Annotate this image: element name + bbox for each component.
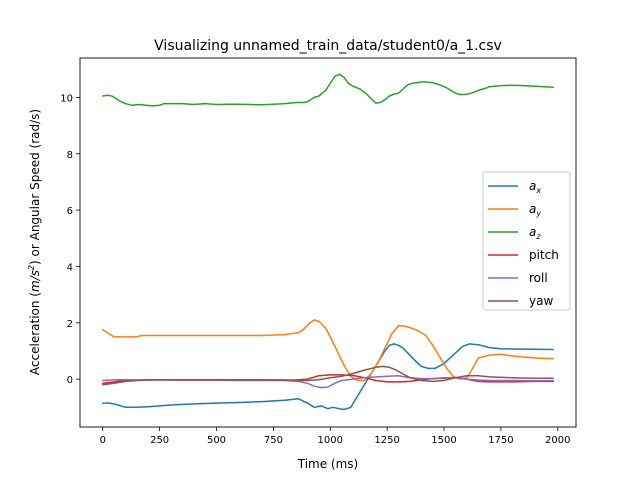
series-line-yaw — [102, 365, 554, 386]
x-tick-label: 1750 — [488, 435, 513, 446]
y-axis-label: Acceleration (m/s2) or Angular Speed (ra… — [27, 109, 42, 375]
legend-item-roll: roll — [488, 271, 548, 285]
legend-label: az — [529, 225, 541, 241]
y-tick-label: 4 — [67, 262, 73, 273]
x-tick-label: 1000 — [318, 435, 343, 446]
x-tick-label: 1500 — [431, 435, 456, 446]
legend-item-yaw: yaw — [488, 294, 553, 308]
y-axis: 0 2 4 6 8 10 — [60, 93, 80, 386]
x-tick-label: 1250 — [374, 435, 399, 446]
y-tick-label: 2 — [67, 319, 73, 330]
axes-frame — [79, 57, 577, 428]
chart-title: Visualizing unnamed_train_data/student0/… — [154, 38, 502, 54]
legend-label: ay — [529, 202, 541, 218]
y-tick-label: 10 — [60, 93, 73, 104]
y-tick-label: 6 — [67, 206, 73, 217]
x-tick-label: 0 — [100, 435, 106, 446]
legend-label: ax — [529, 179, 541, 195]
series-line-a-y — [102, 319, 554, 382]
legend-item-a-y: ay — [488, 202, 541, 218]
legend-item-pitch: pitch — [488, 248, 559, 262]
series-line-a-z — [102, 73, 554, 107]
x-axis: 0 250 500 750 1000 1250 1500 1750 2000 — [100, 427, 571, 446]
x-axis-label: Time (ms) — [297, 457, 359, 471]
legend-item-a-x: ax — [488, 179, 541, 195]
legend-label: roll — [529, 271, 548, 285]
legend-label: pitch — [529, 248, 559, 262]
legend-frame — [482, 171, 571, 311]
series-line-a-x — [102, 343, 554, 411]
legend-item-a-z: az — [488, 225, 541, 241]
x-tick-label: 750 — [264, 435, 283, 446]
x-tick-label: 250 — [150, 435, 169, 446]
x-tick-label: 2000 — [545, 435, 570, 446]
y-tick-label: 0 — [67, 375, 73, 386]
legend-label: yaw — [529, 294, 553, 308]
plot-area — [102, 73, 554, 411]
y-tick-label: 8 — [67, 150, 73, 161]
legend: ax ay az pitch roll yaw — [482, 171, 571, 311]
x-tick-label: 500 — [207, 435, 226, 446]
